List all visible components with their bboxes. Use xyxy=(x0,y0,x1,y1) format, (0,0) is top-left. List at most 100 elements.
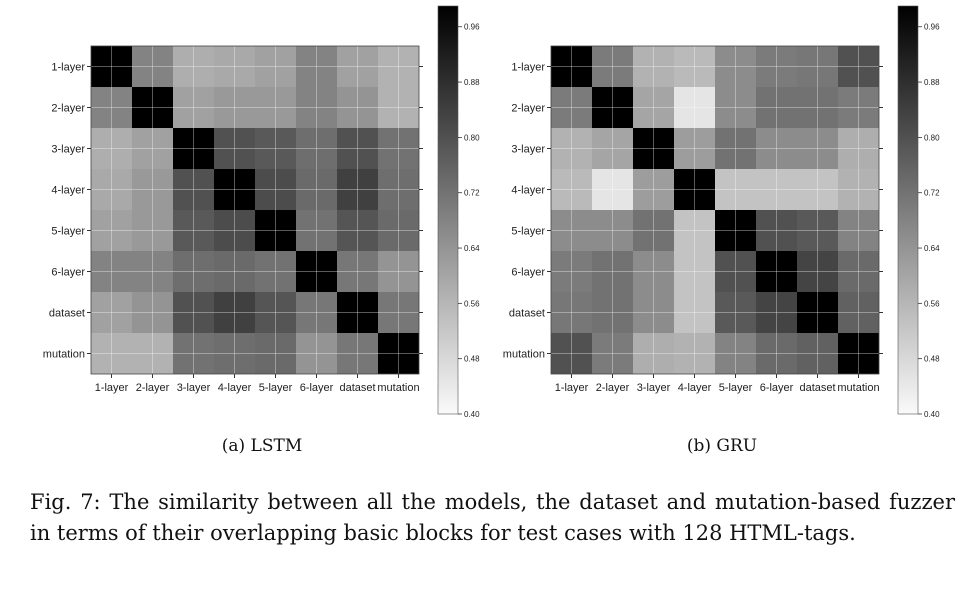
heatmap-cell xyxy=(255,333,296,374)
heatmap-cell xyxy=(838,333,879,374)
heatmap-cell xyxy=(337,210,378,251)
heatmap-cell xyxy=(592,128,633,169)
y-tick-label: mutation xyxy=(43,349,85,361)
heatmap-cell xyxy=(633,210,674,251)
y-tick-label: dataset xyxy=(49,308,85,320)
colorbar-tick-label: 0.40 xyxy=(464,410,480,419)
heatmap-cell xyxy=(255,210,296,251)
colorbar xyxy=(897,5,919,415)
heatmap-cell xyxy=(756,46,797,87)
heatmap-cell xyxy=(378,46,419,87)
heatmap-lstm: 1-layer 2-layer 3-layer 4-layer 5-layer 6-lay… xyxy=(43,5,480,419)
heatmap-cell xyxy=(551,87,592,128)
heatmap-cell xyxy=(674,333,715,374)
heatmap-cell xyxy=(296,87,337,128)
heatmap-cell xyxy=(715,333,756,374)
heatmap-cell xyxy=(378,210,419,251)
heatmap-cell xyxy=(214,292,255,333)
heatmap-cell xyxy=(715,251,756,292)
heatmap-cell xyxy=(756,210,797,251)
heatmap-cell xyxy=(715,292,756,333)
heatmap-cell xyxy=(337,292,378,333)
heatmap-cell xyxy=(337,128,378,169)
y-tick-label: 2-layer xyxy=(51,103,85,115)
heatmap-cell xyxy=(551,128,592,169)
colorbar-tick-label: 0.96 xyxy=(464,23,480,32)
heatmap-cell xyxy=(255,87,296,128)
colorbar-tick-label: 0.80 xyxy=(924,133,940,142)
heatmap-cell xyxy=(797,333,838,374)
heatmap-cell xyxy=(592,251,633,292)
heatmap-cell xyxy=(296,169,337,210)
colorbar-tick-label: 0.96 xyxy=(924,23,940,32)
heatmap-cell xyxy=(715,46,756,87)
colorbar-tick-label: 0.40 xyxy=(924,410,940,419)
heatmap-cell xyxy=(378,128,419,169)
heatmap-cell xyxy=(91,210,132,251)
heatmap-cell xyxy=(255,46,296,87)
heatmap-cell xyxy=(674,128,715,169)
heatmap-cell xyxy=(255,128,296,169)
y-tick-label: 5-layer xyxy=(51,226,85,238)
heatmap-cell xyxy=(633,292,674,333)
heatmap-cell xyxy=(173,333,214,374)
heatmap-cell xyxy=(132,210,173,251)
heatmap-cell xyxy=(132,292,173,333)
heatmap-cell xyxy=(551,333,592,374)
colorbar-tick-label: 0.72 xyxy=(924,189,940,198)
heatmap-cell xyxy=(551,169,592,210)
heatmap-cell xyxy=(633,128,674,169)
heatmap-cell xyxy=(633,169,674,210)
y-tick-label: 3-layer xyxy=(51,144,85,156)
heatmap-cell xyxy=(337,87,378,128)
heatmap-cell xyxy=(633,46,674,87)
heatmap-cell xyxy=(214,210,255,251)
heatmap-cell xyxy=(592,333,633,374)
y-tick-label: 6-layer xyxy=(511,267,545,279)
heatmap-cell xyxy=(337,169,378,210)
colorbar-tick-label: 0.56 xyxy=(464,299,480,308)
heatmap-cell xyxy=(337,46,378,87)
x-tick-label: 3-layer xyxy=(177,382,211,394)
heatmap-cell xyxy=(214,251,255,292)
heatmap-cell xyxy=(674,87,715,128)
heatmap-cell xyxy=(255,251,296,292)
heatmap-cell xyxy=(797,292,838,333)
heatmap-cell xyxy=(674,46,715,87)
heatmap-cell xyxy=(214,87,255,128)
x-tick-label: 4-layer xyxy=(678,382,712,394)
heatmap-cell xyxy=(173,210,214,251)
colorbar-tick-label: 0.48 xyxy=(464,355,480,364)
heatmap-cell xyxy=(91,87,132,128)
x-tick-label: 5-layer xyxy=(259,382,293,394)
heatmap-cell xyxy=(674,210,715,251)
heatmap-cell xyxy=(838,169,879,210)
heatmap-cell xyxy=(551,46,592,87)
heatmap-cell xyxy=(214,128,255,169)
heatmap-cell xyxy=(173,292,214,333)
heatmap-cell xyxy=(797,169,838,210)
heatmap-cell xyxy=(715,210,756,251)
heatmap-cell xyxy=(255,292,296,333)
heatmap-cell xyxy=(756,87,797,128)
plot-border xyxy=(550,45,880,375)
heatmap-cell xyxy=(838,251,879,292)
y-tick-label: 1-layer xyxy=(511,62,545,74)
x-tick-label: 3-layer xyxy=(637,382,671,394)
heatmap-cell xyxy=(214,46,255,87)
y-tick-label: mutation xyxy=(503,349,545,361)
x-tick-label: mutation xyxy=(377,382,419,394)
heatmap-cell xyxy=(715,128,756,169)
x-tick-label: dataset xyxy=(339,382,375,394)
heatmap-cell xyxy=(797,87,838,128)
heatmap-cell xyxy=(674,169,715,210)
y-tick-label: 3-layer xyxy=(511,144,545,156)
heatmap-cell xyxy=(296,46,337,87)
heatmap-cell xyxy=(91,292,132,333)
x-tick-label: 6-layer xyxy=(760,382,794,394)
heatmap-cell xyxy=(797,46,838,87)
heatmap-cell xyxy=(715,87,756,128)
heatmap-gru: 1-layer 2-layer 3-layer 4-layer 5-layer 6-lay… xyxy=(503,5,940,419)
subcaption-lstm: (a) LSTM xyxy=(221,436,303,456)
subcaption-gru: (b) GRU xyxy=(686,436,758,456)
